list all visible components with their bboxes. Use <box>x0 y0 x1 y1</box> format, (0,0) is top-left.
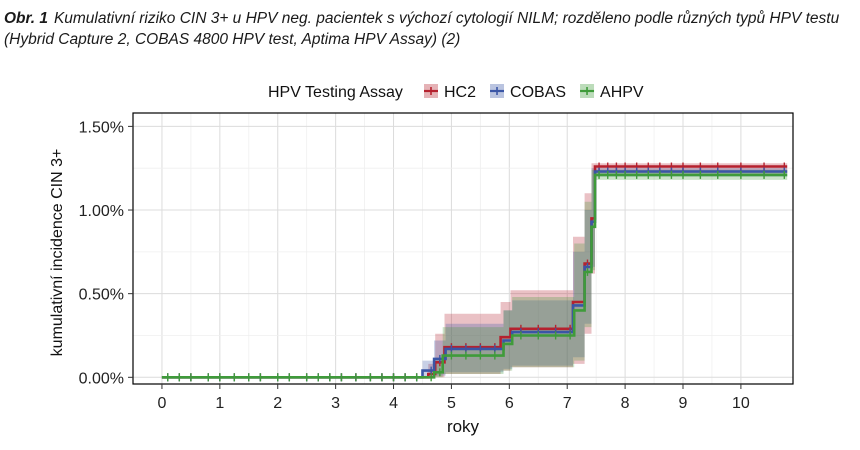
ci-band-ahpv <box>161 169 788 378</box>
ci-band-hc2 <box>161 163 788 378</box>
confidence-bands <box>161 163 788 378</box>
axes: 0 1 2 3 4 5 6 7 8 9 10 0.00% 0.50% 1.00% 1.50% roky kumu… <box>49 119 750 436</box>
y-tick-label: 1.00% <box>79 203 124 220</box>
x-tick-label: 0 <box>157 395 166 412</box>
figure-caption-text: Kumulativní riziko CIN 3+ u HPV neg. pac… <box>4 10 840 48</box>
x-axis-title: roky <box>447 417 480 436</box>
censor-marks <box>167 162 786 382</box>
series-line-ahpv <box>161 173 788 379</box>
x-tick-label: 2 <box>273 395 282 412</box>
x-tick-label: 3 <box>331 395 340 412</box>
plot-panel-border <box>132 112 794 385</box>
x-tick-label: 1 <box>215 395 224 412</box>
y-tick-label: 0.00% <box>79 370 124 387</box>
x-tick-label: 6 <box>505 395 514 412</box>
x-tick-label: 5 <box>447 395 456 412</box>
grid <box>133 113 793 384</box>
legend-item-ahpv: AHPV <box>580 84 644 101</box>
ci-band-cobas <box>161 168 788 378</box>
legend-label-cobas: COBAS <box>510 84 566 101</box>
x-tick-label: 10 <box>732 395 750 412</box>
y-tick-label: 0.50% <box>79 287 124 304</box>
figure-label: Obr. 1 <box>4 10 48 27</box>
x-tick-label: 4 <box>389 395 398 412</box>
x-tick-label: 8 <box>621 395 630 412</box>
x-tick-label: 9 <box>679 395 688 412</box>
figure-caption: Obr. 1 Kumulativní riziko CIN 3+ u HPV ne… <box>4 8 854 50</box>
legend-label-ahpv: AHPV <box>600 84 644 101</box>
y-tick-label: 1.50% <box>79 119 124 136</box>
legend-item-cobas: COBAS <box>490 84 566 101</box>
legend-label-hc2: HC2 <box>444 84 476 101</box>
legend-item-hc2: HC2 <box>424 84 476 101</box>
legend: HPV Testing Assay HC2 COBAS AHPV <box>268 84 644 101</box>
y-axis-title: kumulativní incidence CIN 3+ <box>49 149 66 357</box>
legend-title: HPV Testing Assay <box>268 84 403 101</box>
x-tick-label: 7 <box>563 395 572 412</box>
series-lines <box>161 165 788 379</box>
